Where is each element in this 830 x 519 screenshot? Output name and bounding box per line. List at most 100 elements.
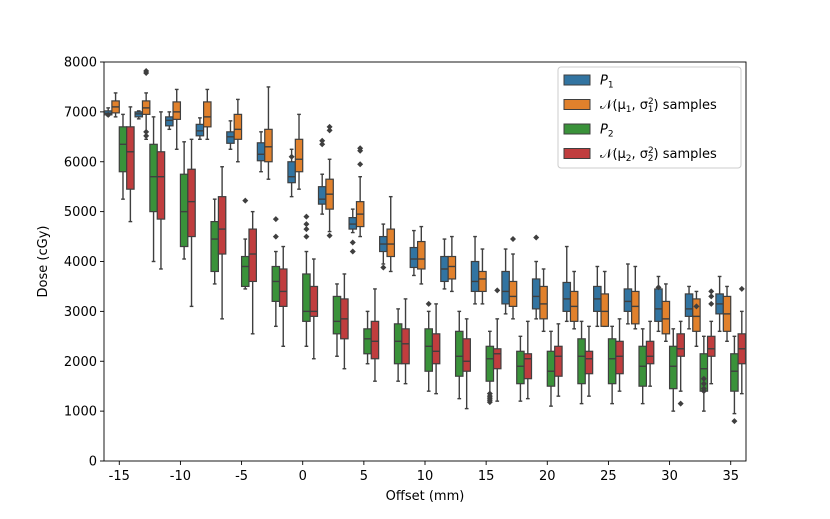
x-tick-label: 10 xyxy=(417,469,434,484)
x-axis-label: Offset (mm) xyxy=(386,489,465,504)
y-tick-label: 5000 xyxy=(64,205,97,220)
box-outlier xyxy=(143,67,150,74)
x-tick-label: -10 xyxy=(170,469,191,484)
y-tick-label: 6000 xyxy=(64,155,97,170)
y-tick-label: 1000 xyxy=(64,405,97,420)
box-body xyxy=(485,345,495,382)
legend-subscript: 2 xyxy=(648,154,654,164)
box-body xyxy=(492,348,502,370)
legend-main-text: P xyxy=(600,74,608,89)
box-body xyxy=(165,116,174,127)
box-outlier xyxy=(494,287,501,294)
box-outlier xyxy=(533,234,540,241)
legend-swatch xyxy=(563,123,591,135)
y-tick-label: 8000 xyxy=(64,56,97,71)
box-outlier xyxy=(272,233,279,240)
box-outlier xyxy=(319,141,326,148)
box-outlier xyxy=(303,226,310,233)
box-outlier xyxy=(349,248,356,255)
box-body xyxy=(172,101,182,120)
box-outlier xyxy=(700,385,707,392)
box-outlier xyxy=(326,123,333,130)
box-body xyxy=(424,328,434,372)
box-body xyxy=(302,273,311,322)
box-outlier xyxy=(655,284,662,291)
box-body xyxy=(271,265,281,302)
box-body xyxy=(661,300,671,335)
box-body xyxy=(409,246,419,269)
box-body xyxy=(478,270,487,293)
box-body xyxy=(600,293,610,327)
box-body xyxy=(393,323,403,365)
box-body xyxy=(615,340,624,375)
x-tick-label: -15 xyxy=(109,469,130,484)
box-outlier xyxy=(425,300,432,307)
box-outlier xyxy=(303,233,310,240)
x-tick-label: 0 xyxy=(299,469,307,484)
x-tick-label: -5 xyxy=(235,469,248,484)
box-body xyxy=(692,298,701,332)
box-body xyxy=(264,128,273,163)
legend-mid-text: , σ xyxy=(632,147,649,162)
box-outlier xyxy=(143,132,150,139)
legend-main-text: 𝒩(μ xyxy=(600,98,626,113)
box-outlier xyxy=(357,145,364,152)
box-body xyxy=(470,260,480,293)
box-body xyxy=(523,353,533,380)
box-outlier xyxy=(708,293,715,300)
box-outlier xyxy=(486,390,493,397)
box-body xyxy=(462,338,471,372)
box-body xyxy=(562,281,572,312)
box-body xyxy=(240,255,250,288)
legend-superscript: 2 xyxy=(648,97,654,107)
legend-main-text: 𝒩(μ xyxy=(600,147,626,162)
box-body xyxy=(516,350,525,385)
box-body xyxy=(417,240,426,270)
legend-subscript: 2 xyxy=(608,130,614,140)
box-body xyxy=(278,268,288,307)
box-outlier xyxy=(319,137,326,144)
box-body xyxy=(363,328,372,355)
box-body xyxy=(226,131,235,144)
x-tick-label: 35 xyxy=(722,469,739,484)
legend-subscript: 1 xyxy=(626,105,632,115)
box-outlier xyxy=(105,111,112,118)
box-body xyxy=(210,221,220,273)
box-body xyxy=(317,186,327,205)
box-body xyxy=(294,138,304,173)
legend-frame xyxy=(557,66,742,169)
box-body xyxy=(118,126,128,173)
box-body xyxy=(248,228,257,283)
box-body xyxy=(187,168,196,238)
legend-superscript: 2 xyxy=(648,146,654,156)
x-tick-label: 30 xyxy=(661,469,678,484)
box-body xyxy=(607,338,617,385)
box-outlier xyxy=(708,288,715,295)
box-body xyxy=(676,333,685,357)
box-body xyxy=(431,333,441,365)
box-outlier xyxy=(288,153,295,160)
box-body xyxy=(654,288,663,322)
box-body xyxy=(706,335,716,357)
box-outlier xyxy=(349,239,356,246)
box-body xyxy=(401,328,410,365)
box-body xyxy=(149,143,158,213)
legend-label: P2 xyxy=(600,123,614,140)
box-outlier xyxy=(700,375,707,382)
box-body xyxy=(584,350,594,375)
box-outlier xyxy=(731,418,738,425)
box-outlier xyxy=(677,400,684,407)
box-body xyxy=(501,270,510,305)
box-outlier xyxy=(510,236,517,243)
box-body xyxy=(309,285,319,317)
box-outlier xyxy=(357,161,364,168)
legend-label: 𝒩(μ2, σ2 2) samples xyxy=(600,146,717,164)
legend-label: P1 xyxy=(600,74,614,91)
box-outlier xyxy=(700,380,707,387)
x-tick-label: 5 xyxy=(360,469,368,484)
legend-subscript: 1 xyxy=(608,81,614,91)
box-body xyxy=(645,340,655,365)
box-outlier xyxy=(326,232,333,239)
